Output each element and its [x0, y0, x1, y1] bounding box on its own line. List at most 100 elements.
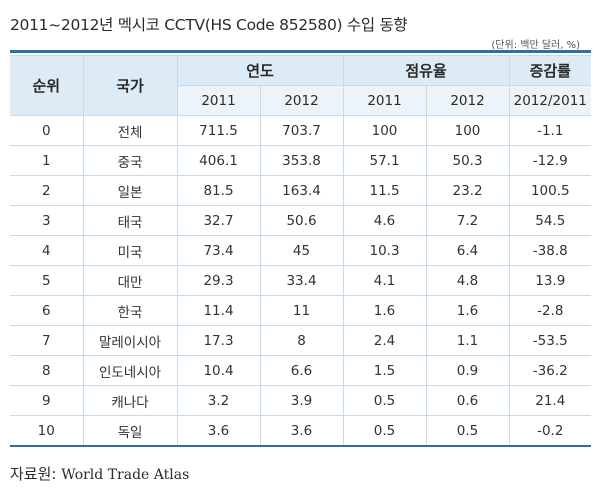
table-row: 5 대만 29.3 33.4 4.1 4.8 13.9 [10, 265, 592, 296]
cell-value-2012: 703.7 [259, 115, 344, 146]
cell-rank: 2 [10, 175, 84, 206]
cell-change: -36.2 [508, 355, 592, 386]
header-year-2011: 2011 [177, 85, 261, 116]
cell-value-2011: 32.7 [176, 205, 261, 236]
cell-change: 21.4 [508, 385, 592, 416]
cell-change: 13.9 [508, 265, 592, 296]
table-row: 3 태국 32.7 50.6 4.6 7.2 54.5 [10, 205, 592, 236]
cell-change: -0.2 [508, 415, 592, 447]
cell-value-2011: 73.4 [176, 235, 261, 266]
cell-value-2011: 29.3 [176, 265, 261, 296]
cell-value-2011: 81.5 [176, 175, 261, 206]
cell-value-2012: 50.6 [259, 205, 344, 236]
cell-value-2012: 6.6 [259, 355, 344, 386]
cell-value-2012: 8 [259, 325, 344, 356]
cell-value-2011: 11.4 [176, 295, 261, 326]
cell-change: -1.1 [508, 115, 592, 146]
header-year-group: 연도 [176, 55, 344, 86]
cell-value-2011: 3.2 [176, 385, 261, 416]
cell-share-2012: 0.6 [425, 385, 510, 416]
header-year-2012: 2012 [259, 85, 344, 116]
cell-rank: 6 [10, 295, 84, 326]
import-table: 순위 국가 연도 점유율 증감률 2011 2012 2011 2012 201… [10, 55, 592, 447]
table-row: 7 말레이시아 17.3 8 2.4 1.1 -53.5 [10, 325, 592, 356]
cell-rank: 1 [10, 145, 84, 176]
source-label: 자료원: [10, 465, 57, 483]
cell-country: 전체 [82, 115, 178, 146]
cell-value-2011: 3.6 [176, 415, 261, 447]
cell-share-2012: 4.8 [425, 265, 510, 296]
cell-share-2011: 1.6 [342, 295, 427, 326]
cell-country: 독일 [82, 415, 178, 447]
cell-change: -12.9 [508, 145, 592, 176]
cell-country: 대만 [82, 265, 178, 296]
cell-share-2012: 23.2 [425, 175, 510, 206]
cell-value-2011: 10.4 [176, 355, 261, 386]
cell-share-2011: 1.5 [342, 355, 427, 386]
cell-country: 캐나다 [82, 385, 178, 416]
cell-change: -53.5 [508, 325, 592, 356]
cell-share-2012: 6.4 [425, 235, 510, 266]
header-share-2011: 2011 [342, 85, 427, 116]
header-change-group: 증감률 [508, 55, 592, 86]
cell-share-2011: 4.6 [342, 205, 427, 236]
cell-change: -38.8 [508, 235, 592, 266]
table-row: 10 독일 3.6 3.6 0.5 0.5 -0.2 [10, 415, 592, 447]
top-rule [10, 50, 591, 53]
table-row: 6 한국 11.4 11 1.6 1.6 -2.8 [10, 295, 592, 326]
cell-share-2011: 11.5 [342, 175, 427, 206]
cell-value-2011: 711.5 [176, 115, 261, 146]
cell-country: 미국 [82, 235, 178, 266]
cell-share-2012: 0.9 [425, 355, 510, 386]
source-name: World Trade Atlas [61, 467, 190, 483]
header-rank: 순위 [10, 55, 84, 116]
header-change-period: 2012/2011 [508, 85, 592, 116]
cell-rank: 0 [10, 115, 84, 146]
cell-share-2011: 2.4 [342, 325, 427, 356]
cell-share-2011: 57.1 [342, 145, 427, 176]
header-share-group: 점유율 [342, 55, 510, 86]
cell-country: 중국 [82, 145, 178, 176]
cell-value-2012: 3.9 [259, 385, 344, 416]
unit-note: (단위: 백만 달러, %) [491, 40, 580, 51]
cell-change: 100.5 [508, 175, 592, 206]
table-body: 0 전체 711.5 703.7 100 100 -1.1 1 중국 406.1 353.8 57.1… [10, 115, 592, 447]
cell-rank: 5 [10, 265, 84, 296]
cell-rank: 8 [10, 355, 84, 386]
table-row: 0 전체 711.5 703.7 100 100 -1.1 [10, 115, 592, 146]
source-note: 자료원: World Trade Atlas [10, 463, 189, 484]
cell-share-2011: 0.5 [342, 385, 427, 416]
cell-value-2012: 353.8 [259, 145, 344, 176]
cell-share-2012: 50.3 [425, 145, 510, 176]
cell-change: 54.5 [508, 205, 592, 236]
table-row: 4 미국 73.4 45 10.3 6.4 -38.8 [10, 235, 592, 266]
cell-share-2012: 1.6 [425, 295, 510, 326]
cell-country: 한국 [82, 295, 178, 326]
cell-country: 인도네시아 [82, 355, 178, 386]
cell-country: 태국 [82, 205, 178, 236]
cell-value-2011: 406.1 [176, 145, 261, 176]
cell-share-2012: 7.2 [425, 205, 510, 236]
table-row: 2 일본 81.5 163.4 11.5 23.2 100.5 [10, 175, 592, 206]
cell-rank: 10 [10, 415, 84, 447]
cell-share-2012: 0.5 [425, 415, 510, 447]
cell-share-2012: 1.1 [425, 325, 510, 356]
cell-rank: 7 [10, 325, 84, 356]
cell-value-2012: 33.4 [259, 265, 344, 296]
cell-rank: 4 [10, 235, 84, 266]
cell-value-2011: 17.3 [176, 325, 261, 356]
cell-share-2011: 100 [342, 115, 427, 146]
header-share-2012: 2012 [425, 85, 510, 116]
cell-rank: 3 [10, 205, 84, 236]
cell-share-2011: 10.3 [342, 235, 427, 266]
cell-country: 말레이시아 [82, 325, 178, 356]
cell-value-2012: 163.4 [259, 175, 344, 206]
cell-share-2011: 4.1 [342, 265, 427, 296]
document-title: 2011~2012년 멕시코 CCTV(HS Code 852580) 수입 동… [10, 16, 408, 34]
table-row: 9 캐나다 3.2 3.9 0.5 0.6 21.4 [10, 385, 592, 416]
table-row: 8 인도네시아 10.4 6.6 1.5 0.9 -36.2 [10, 355, 592, 386]
cell-value-2012: 11 [259, 295, 344, 326]
cell-share-2012: 100 [425, 115, 510, 146]
cell-change: -2.8 [508, 295, 592, 326]
cell-country: 일본 [82, 175, 178, 206]
